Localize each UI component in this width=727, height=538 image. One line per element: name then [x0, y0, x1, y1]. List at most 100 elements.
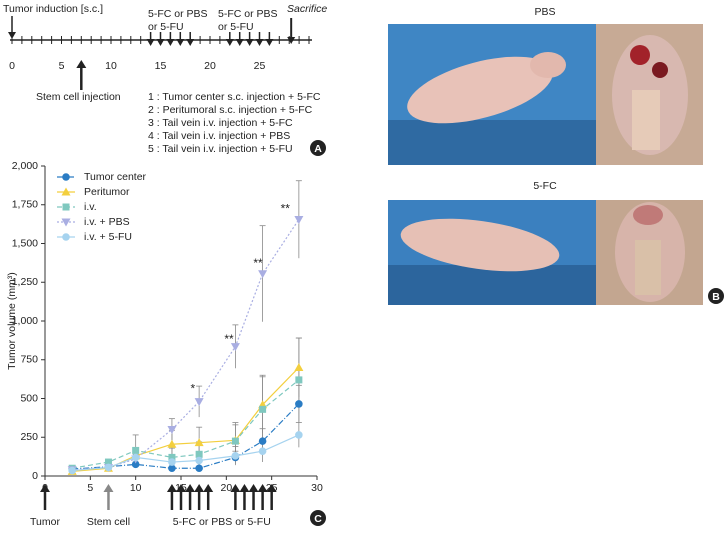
group-label: 5 : Tail vein i.v. injection + 5-FU [148, 143, 293, 155]
y-axis-label: Tumor volume (mm³) [6, 272, 18, 370]
marker [295, 376, 303, 384]
arrow-head [235, 39, 244, 46]
significance: * [190, 381, 195, 395]
timeline-tick-label: 15 [155, 60, 167, 72]
marker [294, 363, 304, 371]
group-label: 1 : Tumor center s.c. injection + 5-FC [148, 91, 321, 103]
panel-label: C [314, 513, 322, 525]
legend-label: i.v. + PBS [84, 216, 130, 228]
treatment-label: or 5-FU [218, 21, 254, 33]
group-label: 2 : Peritumoral s.c. injection + 5-FC [148, 104, 313, 116]
photo-title: PBS [534, 6, 555, 18]
marker [294, 215, 304, 224]
timeline-tick-label: 25 [254, 60, 266, 72]
arrow-head [194, 484, 205, 492]
group-label: 3 : Tail vein i.v. injection + 5-FC [148, 117, 293, 129]
arrow-head [186, 39, 195, 46]
marker [194, 398, 204, 407]
y-tick-label: 1,250 [12, 276, 38, 288]
arrow-label: 5-FC or PBS or 5-FU [173, 516, 271, 528]
photo-pbs [388, 24, 703, 165]
arrow-head [287, 37, 296, 44]
panel-label: A [314, 143, 322, 155]
arrow-head [245, 39, 254, 46]
legend-label: Tumor center [84, 171, 147, 183]
marker [258, 447, 267, 456]
marker [195, 456, 203, 465]
treatment-label: or 5-FU [148, 21, 184, 33]
marker [104, 458, 112, 466]
arrow-head [8, 32, 16, 39]
marker [295, 431, 303, 439]
marker [258, 437, 267, 445]
legend-marker [62, 203, 70, 211]
legend-marker [62, 173, 70, 181]
legend-label: Peritumor [84, 186, 130, 198]
series-line [72, 434, 300, 472]
y-tick-label: 1,750 [12, 199, 38, 211]
timeline-tick-label: 5 [59, 60, 65, 72]
arrow-head [255, 39, 264, 46]
significance: ** [253, 256, 263, 270]
panel-badge [310, 510, 326, 526]
y-tick-label: 1,500 [12, 237, 38, 249]
marker [167, 439, 177, 448]
arrow-head [176, 484, 186, 492]
marker [68, 466, 76, 475]
x-tick-label: 30 [311, 482, 323, 494]
legend-marker [61, 187, 71, 196]
marker [168, 464, 176, 473]
x-tick-label: 10 [130, 482, 142, 494]
series-line [72, 403, 300, 470]
marker [195, 464, 203, 473]
marker [231, 437, 239, 445]
marker [131, 460, 140, 469]
arrow-head [265, 39, 274, 46]
legend-marker [62, 233, 70, 241]
marker [230, 343, 240, 352]
marker [168, 458, 176, 466]
timeline-tick-label: 20 [204, 60, 216, 72]
significance: ** [224, 332, 234, 346]
arrow-head [156, 39, 165, 46]
photo-5fc [388, 200, 703, 305]
series-line [72, 379, 300, 469]
y-tick-label: 250 [20, 431, 38, 443]
arrow-head [176, 39, 185, 46]
arrow-head [40, 484, 50, 492]
legend-marker [61, 218, 71, 227]
y-tick-label: 500 [20, 392, 38, 404]
series-line [72, 219, 300, 471]
timeline-title: Tumor induction [s.c.] [3, 3, 103, 15]
treatment-label: 5-FC or PBS [218, 8, 278, 20]
arrow-head [248, 484, 259, 492]
significance: ** [281, 202, 291, 216]
treatment-label: 5-FC or PBS [148, 8, 208, 20]
marker [295, 400, 303, 408]
arrow-head [266, 484, 277, 492]
arrow-head [166, 484, 177, 492]
arrow-head [225, 39, 234, 46]
arrow-head [185, 484, 196, 492]
marker [258, 270, 268, 279]
panel-label: B [712, 291, 720, 303]
marker [132, 446, 140, 454]
y-tick-label: 1,000 [12, 315, 38, 327]
arrow-label: Tumor [30, 516, 60, 528]
timeline-tick-label: 0 [9, 60, 15, 72]
arrow-head [146, 39, 155, 46]
timeline-tick-label: 10 [105, 60, 117, 72]
arrow-head [166, 39, 175, 46]
marker [167, 426, 177, 434]
marker [168, 453, 176, 461]
marker [104, 463, 113, 472]
legend-label: i.v. + 5-FU [84, 231, 132, 243]
arrow-head [239, 484, 250, 492]
arrow-head [76, 60, 87, 68]
marker [195, 450, 203, 458]
arrow-label: Stem cell [87, 516, 130, 528]
marker [131, 453, 140, 462]
photo-title: 5-FC [533, 180, 557, 192]
sacrifice-label: Sacrifice [287, 3, 327, 15]
